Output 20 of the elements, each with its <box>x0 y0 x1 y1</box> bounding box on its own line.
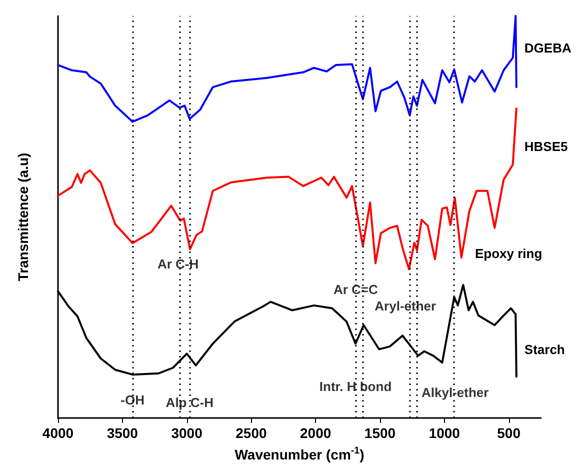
annotation: Intr. H bond <box>319 379 392 394</box>
x-tick-label: 500 <box>497 425 521 441</box>
series-label: HBSE5 <box>524 138 568 154</box>
series-label: DGEBA <box>524 40 572 56</box>
annotation: Aryl-ether <box>374 298 436 314</box>
y-axis-title: Transmittence (a.u) <box>15 152 31 282</box>
x-tick-label: 2000 <box>300 425 332 441</box>
x-tick-label: 1000 <box>428 425 460 441</box>
annotation: Epoxy ring <box>475 246 542 261</box>
series-label: Starch <box>524 342 565 358</box>
annotation: Ar C=C <box>333 282 378 297</box>
annotation: Ar C-H <box>157 256 199 272</box>
x-tick-label: 3500 <box>106 425 138 441</box>
x-tick-label: 3000 <box>171 425 203 441</box>
annotation: Alp C-H <box>166 395 214 410</box>
x-tick-label: 4000 <box>42 425 74 441</box>
annotation: -OH <box>120 392 144 408</box>
x-tick-label: 1500 <box>364 425 396 441</box>
annotation: Alkyl-ether <box>421 385 489 400</box>
x-tick-label: 2500 <box>236 425 267 441</box>
